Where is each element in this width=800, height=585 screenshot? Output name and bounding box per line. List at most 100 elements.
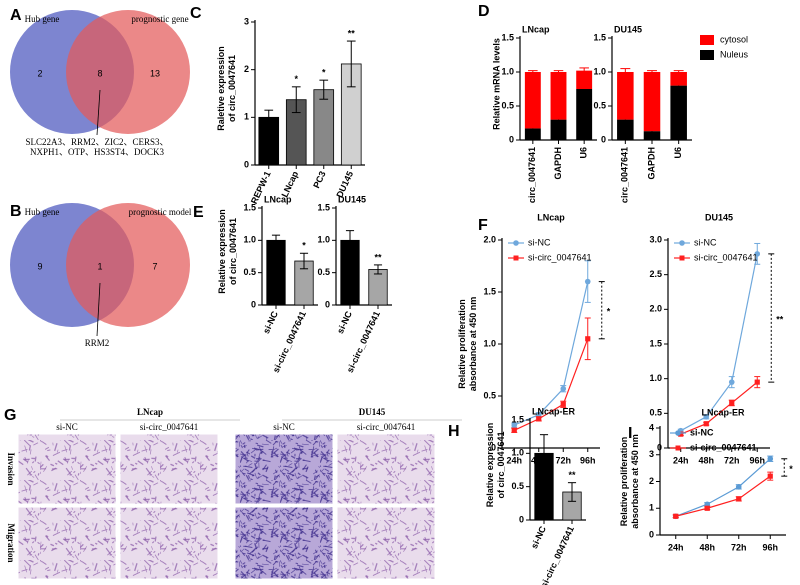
y-tick-label: 3 xyxy=(649,449,654,459)
bar-segment xyxy=(550,72,567,120)
x-tick-label: 72h xyxy=(555,455,571,465)
legend-swatch xyxy=(700,35,714,45)
point xyxy=(703,421,709,427)
venn-set xyxy=(66,10,190,134)
x-tick-label: 24h xyxy=(668,542,684,552)
point xyxy=(754,379,760,385)
point xyxy=(728,379,735,385)
error-bar xyxy=(673,70,684,74)
y-tick-label: 1.5 xyxy=(593,32,606,42)
venn-note: NXPH1、OTP、HS3ST4、DOCK3 xyxy=(30,147,165,157)
row-label: Invasion xyxy=(6,452,16,485)
x-tick-label: GAPDH xyxy=(553,147,563,180)
bar-segment xyxy=(524,72,541,129)
chart-title: LNcap xyxy=(537,212,565,222)
y-tick-label: 1.5 xyxy=(483,286,496,296)
y-axis-label: Relative expression xyxy=(217,209,227,294)
y-tick-label: 0 xyxy=(491,442,496,452)
y-tick-label: 0 xyxy=(509,134,514,144)
y-tick-label: 2.0 xyxy=(649,304,662,314)
legend-label: Nuleus xyxy=(720,49,749,59)
x-tick-label: 96h xyxy=(580,455,596,465)
y-tick-label: 1.0 xyxy=(511,448,524,458)
panel-label: I xyxy=(628,425,632,442)
series-line xyxy=(675,475,771,517)
venn-pointer xyxy=(96,282,101,337)
series-line xyxy=(675,458,771,517)
y-tick-label: 0 xyxy=(244,159,249,169)
panel-label: A xyxy=(10,7,22,24)
chart-title: LNcap xyxy=(522,24,550,34)
y-tick-label: 0.5 xyxy=(593,100,606,110)
point xyxy=(511,422,518,428)
y-tick-label: 0 xyxy=(649,529,654,539)
legend-label: si-NC xyxy=(694,237,717,247)
panel-label: C xyxy=(190,5,202,22)
y-tick-label: 1.5 xyxy=(243,202,256,212)
y-tick-label: 1.0 xyxy=(649,373,662,383)
condition-label: si-circ_0047641 xyxy=(140,422,199,432)
bar xyxy=(266,239,286,306)
series-line xyxy=(680,253,758,432)
error-bar xyxy=(373,264,383,275)
panel-label: E xyxy=(193,204,204,221)
x-tick-label: circ_0047641 xyxy=(527,147,537,203)
point xyxy=(585,336,591,342)
panel-label: F xyxy=(478,217,488,234)
point xyxy=(767,455,774,462)
y-axis-label: Relative mRNA levels xyxy=(491,38,501,130)
chart-title: LNcap xyxy=(264,194,292,204)
point xyxy=(735,484,742,490)
micrograph xyxy=(17,506,117,580)
y-tick-label: 2.5 xyxy=(649,269,662,279)
panel-label: B xyxy=(10,203,22,220)
venn-set-label: Hub gene xyxy=(25,14,60,24)
x-tick-label: U6 xyxy=(673,147,683,159)
significance: * xyxy=(294,74,298,84)
significance: ** xyxy=(374,252,382,262)
significance: * xyxy=(607,307,611,317)
micrograph xyxy=(119,433,219,505)
y-tick-label: 2 xyxy=(244,64,249,74)
bar xyxy=(368,269,388,306)
point xyxy=(584,278,591,285)
error-bar xyxy=(345,230,355,251)
y-axis-label: of circ_0047641 xyxy=(227,55,237,122)
y-tick-label: 1.5 xyxy=(317,202,330,212)
significance: * xyxy=(322,68,326,78)
point xyxy=(704,505,710,511)
y-tick-label: 1 xyxy=(244,112,249,122)
y-tick-label: 0.5 xyxy=(649,408,662,418)
x-tick-label: 96h xyxy=(762,542,778,552)
legend-swatch xyxy=(700,50,714,60)
y-tick-label: 1.5 xyxy=(649,338,662,348)
bar-segment xyxy=(550,119,567,140)
bar-segment xyxy=(524,128,541,140)
y-tick-label: 0.5 xyxy=(243,267,256,277)
bar-segment xyxy=(617,119,634,140)
x-tick-label: GAPDH xyxy=(646,147,656,180)
series-line xyxy=(513,338,589,431)
y-tick-label: 4 xyxy=(649,422,654,432)
y-tick-label: 0.5 xyxy=(501,100,514,110)
y-tick-label: 2.0 xyxy=(483,234,496,244)
chart-title: DU145 xyxy=(338,194,366,204)
y-tick-label: 1.5 xyxy=(501,32,514,42)
point xyxy=(536,416,542,422)
error-bar xyxy=(620,68,631,76)
series-line xyxy=(680,381,758,435)
point xyxy=(729,400,735,406)
y-axis-label: of circ_0047641 xyxy=(496,431,506,498)
y-axis-label: Relative proliferation xyxy=(619,437,629,527)
condition-label: si-NC xyxy=(273,422,295,432)
y-tick-label: 1 xyxy=(649,503,654,513)
venn-note: RRM2 xyxy=(85,338,110,348)
condition-label: si-circ_0047641 xyxy=(357,422,416,432)
x-tick-label: 24h xyxy=(673,455,689,465)
bar-segment xyxy=(643,131,661,140)
legend-label: si-circ_0047641 xyxy=(690,442,757,452)
error-bar xyxy=(299,252,309,270)
legend-marker xyxy=(679,255,685,261)
point xyxy=(673,513,679,519)
y-tick-label: 3 xyxy=(244,16,249,26)
